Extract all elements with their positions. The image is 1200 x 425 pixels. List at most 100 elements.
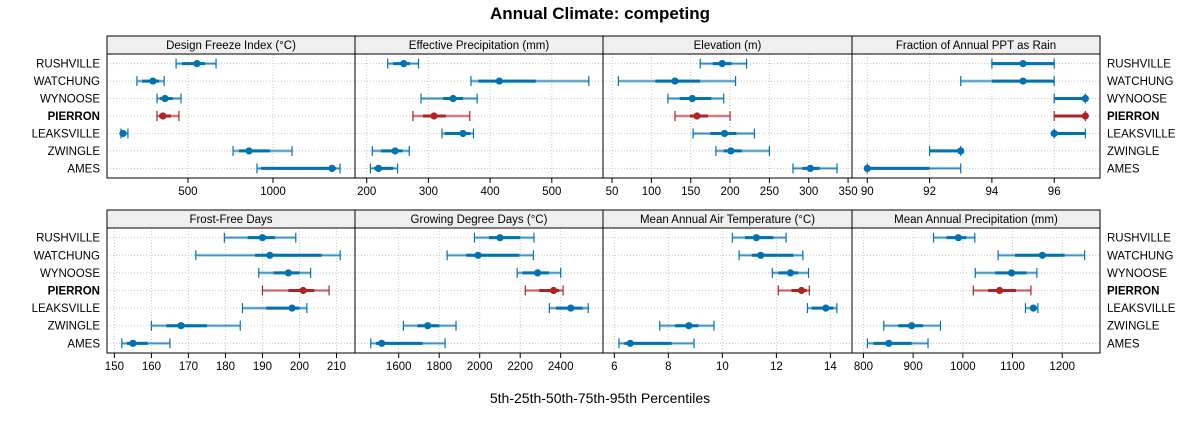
panel-title-mean-annual-precipitation-mm: Mean Annual Precipitation (mm): [894, 214, 1058, 226]
panel-title-mean-annual-air-temperature-c: Mean Annual Air Temperature (°C): [640, 214, 815, 226]
median-point-wynoose: [161, 94, 169, 103]
x-tick-label: 6: [611, 361, 617, 373]
median-point-leaksville: [288, 304, 296, 312]
x-tick-label: 800: [854, 361, 873, 373]
site-label-watchung: WATCHUNG: [1107, 76, 1173, 88]
median-point-leaksville: [459, 129, 467, 138]
site-label-pierron: PIERRON: [48, 111, 100, 123]
median-point-pierron: [996, 286, 1004, 295]
x-tick-label: 10: [716, 361, 729, 373]
x-tick-label: 90: [861, 186, 874, 198]
site-label-rushville: RUSHVILLE: [1107, 59, 1171, 71]
site-label-watchung: WATCHUNG: [34, 250, 100, 262]
x-tick-label: 500: [542, 186, 561, 198]
panel-plot-area-mean-annual-air-temperature-c: [603, 228, 852, 353]
median-point-watchung: [1038, 251, 1046, 259]
median-point-rushville: [496, 234, 504, 242]
median-point-ames: [806, 164, 814, 172]
median-point-pierron: [1081, 112, 1089, 120]
site-label-watchung: WATCHUNG: [1107, 250, 1173, 262]
x-axis-label: 5th-25th-50th-75th-95th Percentiles: [489, 390, 711, 406]
panel-title-elevation-m: Elevation (m): [694, 40, 762, 52]
x-tick-label: 150: [681, 186, 700, 198]
median-point-ames: [863, 164, 871, 172]
x-tick-label: 2000: [467, 361, 493, 373]
median-point-zwingle: [245, 147, 253, 155]
median-point-leaksville: [1050, 129, 1058, 138]
x-tick-label: 500: [178, 186, 197, 198]
x-tick-label: 210: [327, 361, 346, 373]
x-tick-label: 1600: [386, 361, 412, 373]
site-label-ames: AMES: [1107, 163, 1140, 175]
x-tick-label: 1000: [950, 361, 976, 373]
median-point-rushville: [1019, 60, 1027, 68]
site-label-ames: AMES: [67, 338, 100, 350]
median-point-rushville: [258, 234, 267, 242]
site-label-leaksville: LEAKSVILLE: [1107, 128, 1176, 140]
median-point-watchung: [149, 77, 157, 85]
median-point-leaksville: [1029, 304, 1038, 312]
median-point-zwingle: [685, 322, 693, 330]
median-point-watchung: [266, 251, 274, 259]
site-label-zwingle: ZWINGLE: [48, 146, 101, 158]
median-point-rushville: [954, 234, 962, 242]
x-tick-label: 94: [985, 186, 998, 198]
median-point-wynoose: [284, 269, 292, 277]
median-point-rushville: [193, 60, 201, 68]
median-point-zwingle: [177, 322, 185, 330]
x-tick-label: 14: [824, 361, 837, 373]
site-label-wynoose: WYNOOSE: [1107, 268, 1167, 280]
median-point-zwingle: [727, 147, 735, 155]
median-point-watchung: [1019, 77, 1027, 85]
median-point-wynoose: [1007, 269, 1016, 277]
median-point-zwingle: [391, 147, 399, 155]
median-point-wynoose: [449, 94, 457, 103]
site-label-rushville: RUSHVILLE: [1107, 233, 1171, 245]
x-tick-label: 180: [216, 361, 235, 373]
median-point-wynoose: [1081, 94, 1089, 103]
site-label-pierron: PIERRON: [48, 286, 100, 298]
site-label-pierron: PIERRON: [1107, 111, 1159, 123]
site-label-wynoose: WYNOOSE: [1107, 94, 1167, 106]
median-point-leaksville: [567, 304, 575, 312]
x-tick-label: 150: [105, 361, 124, 373]
median-point-wynoose: [688, 94, 696, 103]
median-point-zwingle: [424, 322, 432, 330]
x-tick-label: 2200: [507, 361, 533, 373]
panel-title-design-freeze-index-c: Design Freeze Index (°C): [166, 40, 296, 52]
median-point-rushville: [752, 234, 760, 242]
median-point-leaksville: [822, 304, 830, 312]
median-point-pierron: [430, 112, 438, 120]
median-point-watchung: [495, 77, 503, 85]
x-tick-label: 1100: [1000, 361, 1025, 373]
x-tick-label: 100: [642, 186, 661, 198]
site-label-leaksville: LEAKSVILLE: [32, 303, 101, 315]
site-label-zwingle: ZWINGLE: [1107, 321, 1160, 333]
x-tick-label: 350: [838, 186, 857, 198]
x-tick-label: 900: [904, 361, 923, 373]
panel-title-growing-degree-days-c: Growing Degree Days (°C): [411, 214, 548, 226]
x-tick-label: 300: [419, 186, 438, 198]
x-tick-label: 1800: [426, 361, 452, 373]
median-point-watchung: [757, 251, 765, 259]
chart-title: Annual Climate: competing: [489, 4, 711, 23]
site-label-ames: AMES: [1107, 338, 1140, 350]
x-tick-label: 1000: [260, 186, 286, 198]
median-point-wynoose: [786, 269, 795, 277]
median-point-ames: [626, 339, 634, 347]
x-tick-label: 96: [1048, 186, 1061, 198]
x-tick-label: 250: [760, 186, 779, 198]
median-point-ames: [378, 339, 386, 347]
site-label-rushville: RUSHVILLE: [36, 59, 100, 71]
median-point-zwingle: [908, 322, 916, 330]
site-label-rushville: RUSHVILLE: [36, 233, 100, 245]
median-point-leaksville: [119, 129, 127, 138]
x-tick-label: 50: [606, 186, 619, 198]
median-point-wynoose: [534, 269, 542, 277]
median-point-zwingle: [957, 147, 965, 155]
x-tick-label: 200: [357, 186, 376, 198]
median-point-pierron: [159, 112, 167, 120]
median-point-leaksville: [720, 129, 729, 138]
median-point-ames: [129, 339, 137, 347]
